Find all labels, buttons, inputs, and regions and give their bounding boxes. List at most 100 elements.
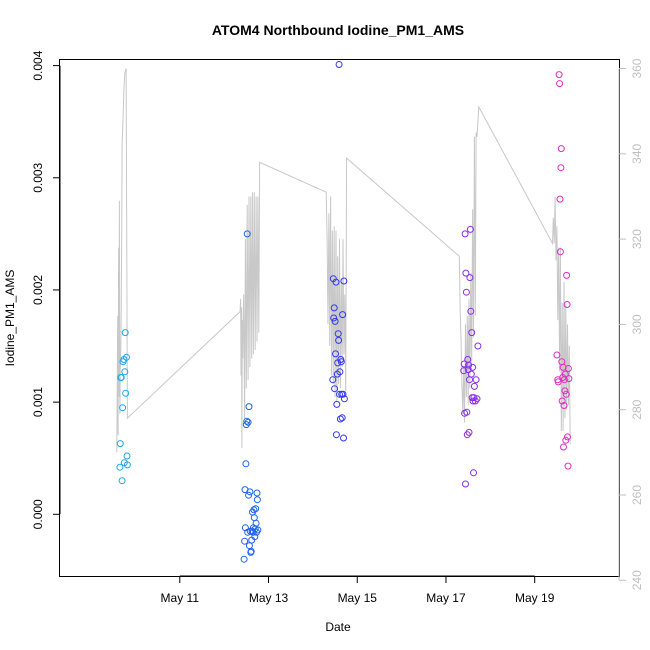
data-point: [244, 418, 252, 426]
data-point: [122, 389, 130, 397]
data-point: [467, 307, 475, 315]
data-point: [555, 71, 563, 79]
data-point: [466, 225, 474, 233]
data-point: [242, 460, 250, 468]
y-axis-right: 240 260 280 300 320 340 360: [618, 58, 644, 590]
x-tick-label: May 19: [515, 591, 555, 605]
data-point: [461, 230, 469, 238]
data-point: [245, 542, 253, 550]
y2-tick-label: 360: [630, 58, 644, 78]
data-point: [243, 417, 251, 425]
data-point: [472, 376, 480, 384]
data-point: [563, 271, 571, 279]
data-point: [562, 390, 570, 398]
y-tick-label: 0.004: [31, 50, 45, 80]
data-point: [245, 403, 253, 411]
data-point: [335, 61, 343, 68]
data-point: [121, 368, 129, 376]
y-axis-label: Iodine_PM1_AMS: [3, 270, 17, 367]
data-point: [123, 452, 131, 460]
data-point: [250, 506, 258, 514]
data-point: [339, 311, 347, 319]
data-point: [329, 376, 337, 384]
data-point: [463, 408, 471, 416]
scatter-points-layer: [116, 61, 573, 563]
data-point: [554, 378, 562, 386]
data-point: [118, 477, 126, 485]
data-point: [241, 537, 249, 545]
data-point: [340, 277, 348, 285]
y2-tick-label: 240: [630, 570, 644, 590]
data-point: [563, 301, 571, 308]
data-point: [340, 395, 348, 403]
data-point: [123, 353, 130, 361]
data-point: [553, 351, 561, 359]
data-point: [470, 382, 478, 390]
y2-tick-label: 260: [630, 485, 644, 505]
data-point: [117, 374, 125, 381]
data-point: [336, 368, 344, 376]
y-tick-label: 0.000: [31, 499, 45, 529]
data-point: [332, 278, 340, 286]
data-point: [557, 145, 565, 153]
data-point: [470, 394, 478, 402]
data-point: [559, 363, 567, 371]
data-point: [340, 434, 347, 442]
data-point: [338, 414, 346, 422]
data-point: [253, 496, 261, 504]
data-point: [119, 404, 127, 412]
data-point: [252, 519, 260, 527]
data-point: [251, 533, 259, 541]
data-point: [330, 304, 338, 312]
data-point: [556, 195, 564, 203]
secondary-line-layer: [116, 68, 571, 453]
data-point: [462, 269, 470, 277]
data-point: [468, 329, 476, 337]
y2-tick-label: 280: [630, 399, 644, 419]
x-tick-label: May 15: [338, 591, 378, 605]
secondary-series-line: [116, 68, 571, 453]
data-point: [467, 370, 475, 378]
data-point: [254, 526, 262, 534]
data-point: [246, 488, 254, 496]
y-tick-label: 0.002: [31, 275, 45, 305]
y2-tick-label: 320: [630, 229, 644, 249]
data-point: [564, 462, 572, 470]
data-point: [466, 274, 474, 282]
data-point: [465, 361, 473, 369]
data-point: [253, 489, 261, 497]
data-point: [121, 329, 129, 337]
data-point: [247, 547, 255, 555]
data-point: [469, 397, 477, 405]
data-point: [333, 400, 341, 408]
data-point: [252, 505, 260, 513]
data-point: [462, 288, 470, 296]
data-point: [250, 514, 258, 522]
data-point: [560, 402, 568, 409]
x-axis-label: Date: [325, 620, 351, 634]
x-tick-label: May 17: [426, 591, 466, 605]
data-point: [337, 358, 345, 366]
data-point: [556, 80, 564, 88]
data-point: [474, 342, 482, 350]
data-point: [336, 390, 343, 398]
y2-tick-label: 340: [630, 143, 644, 163]
data-point: [243, 230, 251, 238]
chart-title: ATOM4 Northbound Iodine_PM1_AMS: [212, 22, 464, 38]
data-point: [561, 387, 569, 395]
data-point: [460, 360, 468, 368]
data-point: [242, 421, 250, 429]
data-point: [330, 314, 338, 322]
data-point: [460, 367, 468, 375]
y-tick-label: 0.001: [31, 387, 45, 417]
data-point: [331, 317, 339, 325]
y2-tick-label: 300: [630, 314, 644, 334]
data-point: [336, 415, 344, 423]
data-point: [564, 433, 571, 441]
data-point: [245, 491, 253, 499]
data-point: [462, 480, 469, 488]
data-point: [473, 395, 481, 403]
data-point: [470, 469, 477, 477]
data-point: [561, 370, 569, 378]
